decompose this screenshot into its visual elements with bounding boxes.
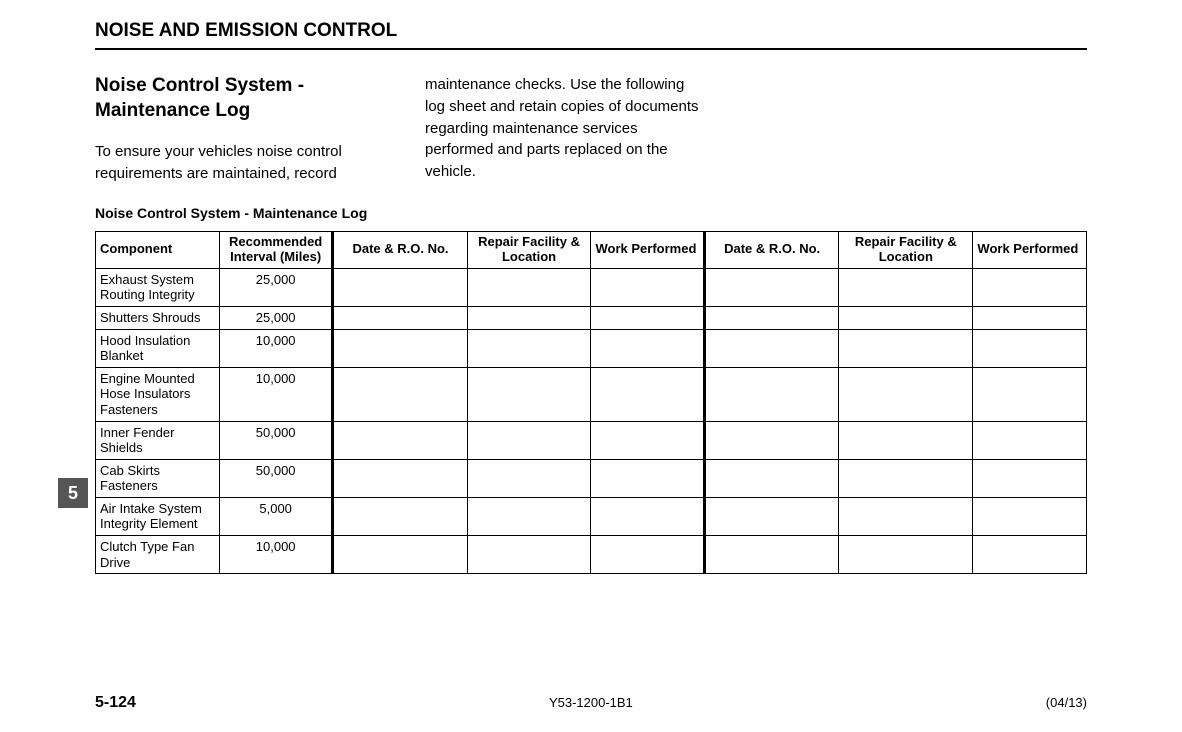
cell-empty	[591, 329, 705, 367]
cell-empty	[705, 421, 839, 459]
cell-empty	[973, 459, 1087, 497]
cell-empty	[333, 329, 467, 367]
cell-empty	[467, 459, 591, 497]
col-interval: Recommended Interval (Miles)	[219, 231, 333, 268]
cell-interval: 25,000	[219, 268, 333, 306]
cell-empty	[591, 421, 705, 459]
page-footer: 5-124 Y53-1200-1B1 (04/13)	[95, 694, 1087, 712]
intro-col-2: maintenance checks. Use the following lo…	[425, 74, 705, 185]
cell-empty	[973, 268, 1087, 306]
table-row: Hood Insulation Blanket10,000	[96, 329, 1087, 367]
cell-interval: 50,000	[219, 421, 333, 459]
cell-empty	[839, 536, 973, 574]
col-facility-2: Repair Facility & Location	[839, 231, 973, 268]
cell-component: Inner Fender Shields	[96, 421, 220, 459]
table-title: Noise Control System - Maintenance Log	[95, 205, 1087, 221]
table-row: Exhaust System Routing Integrity25,000	[96, 268, 1087, 306]
cell-interval: 10,000	[219, 536, 333, 574]
cell-empty	[467, 367, 591, 421]
cell-empty	[839, 497, 973, 535]
cell-empty	[839, 329, 973, 367]
page-header: NOISE AND EMISSION CONTROL	[95, 20, 1087, 50]
doc-date: (04/13)	[1046, 695, 1087, 710]
col-facility-1: Repair Facility & Location	[467, 231, 591, 268]
cell-component: Hood Insulation Blanket	[96, 329, 220, 367]
cell-interval: 25,000	[219, 306, 333, 329]
cell-empty	[705, 536, 839, 574]
cell-empty	[591, 268, 705, 306]
cell-empty	[705, 459, 839, 497]
col-work-2: Work Performed	[973, 231, 1087, 268]
cell-component: Clutch Type Fan Drive	[96, 536, 220, 574]
col-work-1: Work Performed	[591, 231, 705, 268]
cell-interval: 10,000	[219, 367, 333, 421]
cell-empty	[467, 536, 591, 574]
table-row: Engine Mounted Hose Insulators Fasteners…	[96, 367, 1087, 421]
cell-empty	[973, 497, 1087, 535]
cell-empty	[839, 306, 973, 329]
cell-empty	[705, 268, 839, 306]
cell-empty	[467, 497, 591, 535]
cell-empty	[973, 536, 1087, 574]
cell-empty	[467, 268, 591, 306]
cell-empty	[333, 459, 467, 497]
table-row: Cab Skirts Fasteners50,000	[96, 459, 1087, 497]
cell-interval: 5,000	[219, 497, 333, 535]
section-title: Noise Control System - Maintenance Log	[95, 74, 375, 123]
cell-empty	[467, 306, 591, 329]
page-number: 5-124	[95, 694, 136, 712]
chapter-tab: 5	[58, 478, 88, 508]
cell-empty	[591, 459, 705, 497]
cell-component: Engine Mounted Hose Insulators Fasteners	[96, 367, 220, 421]
cell-empty	[705, 497, 839, 535]
cell-component: Exhaust System Routing Integrity	[96, 268, 220, 306]
table-row: Shutters Shrouds25,000	[96, 306, 1087, 329]
cell-empty	[839, 367, 973, 421]
cell-empty	[591, 536, 705, 574]
cell-empty	[467, 421, 591, 459]
cell-empty	[333, 421, 467, 459]
cell-empty	[839, 268, 973, 306]
cell-component: Cab Skirts Fasteners	[96, 459, 220, 497]
cell-empty	[333, 536, 467, 574]
cell-empty	[333, 497, 467, 535]
cell-empty	[973, 421, 1087, 459]
cell-empty	[591, 497, 705, 535]
cell-empty	[839, 421, 973, 459]
intro-col-1: Noise Control System - Maintenance Log T…	[95, 74, 375, 185]
cell-empty	[591, 306, 705, 329]
table-header-row: Component Recommended Interval (Miles) D…	[96, 231, 1087, 268]
cell-empty	[839, 459, 973, 497]
cell-empty	[467, 329, 591, 367]
cell-empty	[973, 329, 1087, 367]
cell-empty	[333, 268, 467, 306]
cell-interval: 50,000	[219, 459, 333, 497]
doc-id: Y53-1200-1B1	[549, 695, 633, 710]
col-date-ro-2: Date & R.O. No.	[705, 231, 839, 268]
table-row: Clutch Type Fan Drive10,000	[96, 536, 1087, 574]
cell-empty	[333, 367, 467, 421]
cell-empty	[591, 367, 705, 421]
cell-empty	[973, 367, 1087, 421]
cell-empty	[333, 306, 467, 329]
cell-empty	[973, 306, 1087, 329]
cell-component: Shutters Shrouds	[96, 306, 220, 329]
cell-empty	[705, 306, 839, 329]
intro-columns: Noise Control System - Maintenance Log T…	[95, 74, 1087, 185]
table-row: Inner Fender Shields50,000	[96, 421, 1087, 459]
cell-empty	[705, 329, 839, 367]
cell-interval: 10,000	[219, 329, 333, 367]
intro-text-1: To ensure your vehicles noise control re…	[95, 141, 375, 185]
cell-component: Air Intake System Integrity Element	[96, 497, 220, 535]
col-date-ro-1: Date & R.O. No.	[333, 231, 467, 268]
col-component: Component	[96, 231, 220, 268]
intro-text-2: maintenance checks. Use the following lo…	[425, 74, 705, 183]
table-row: Air Intake System Integrity Element5,000	[96, 497, 1087, 535]
cell-empty	[705, 367, 839, 421]
maintenance-log-table: Component Recommended Interval (Miles) D…	[95, 231, 1087, 574]
